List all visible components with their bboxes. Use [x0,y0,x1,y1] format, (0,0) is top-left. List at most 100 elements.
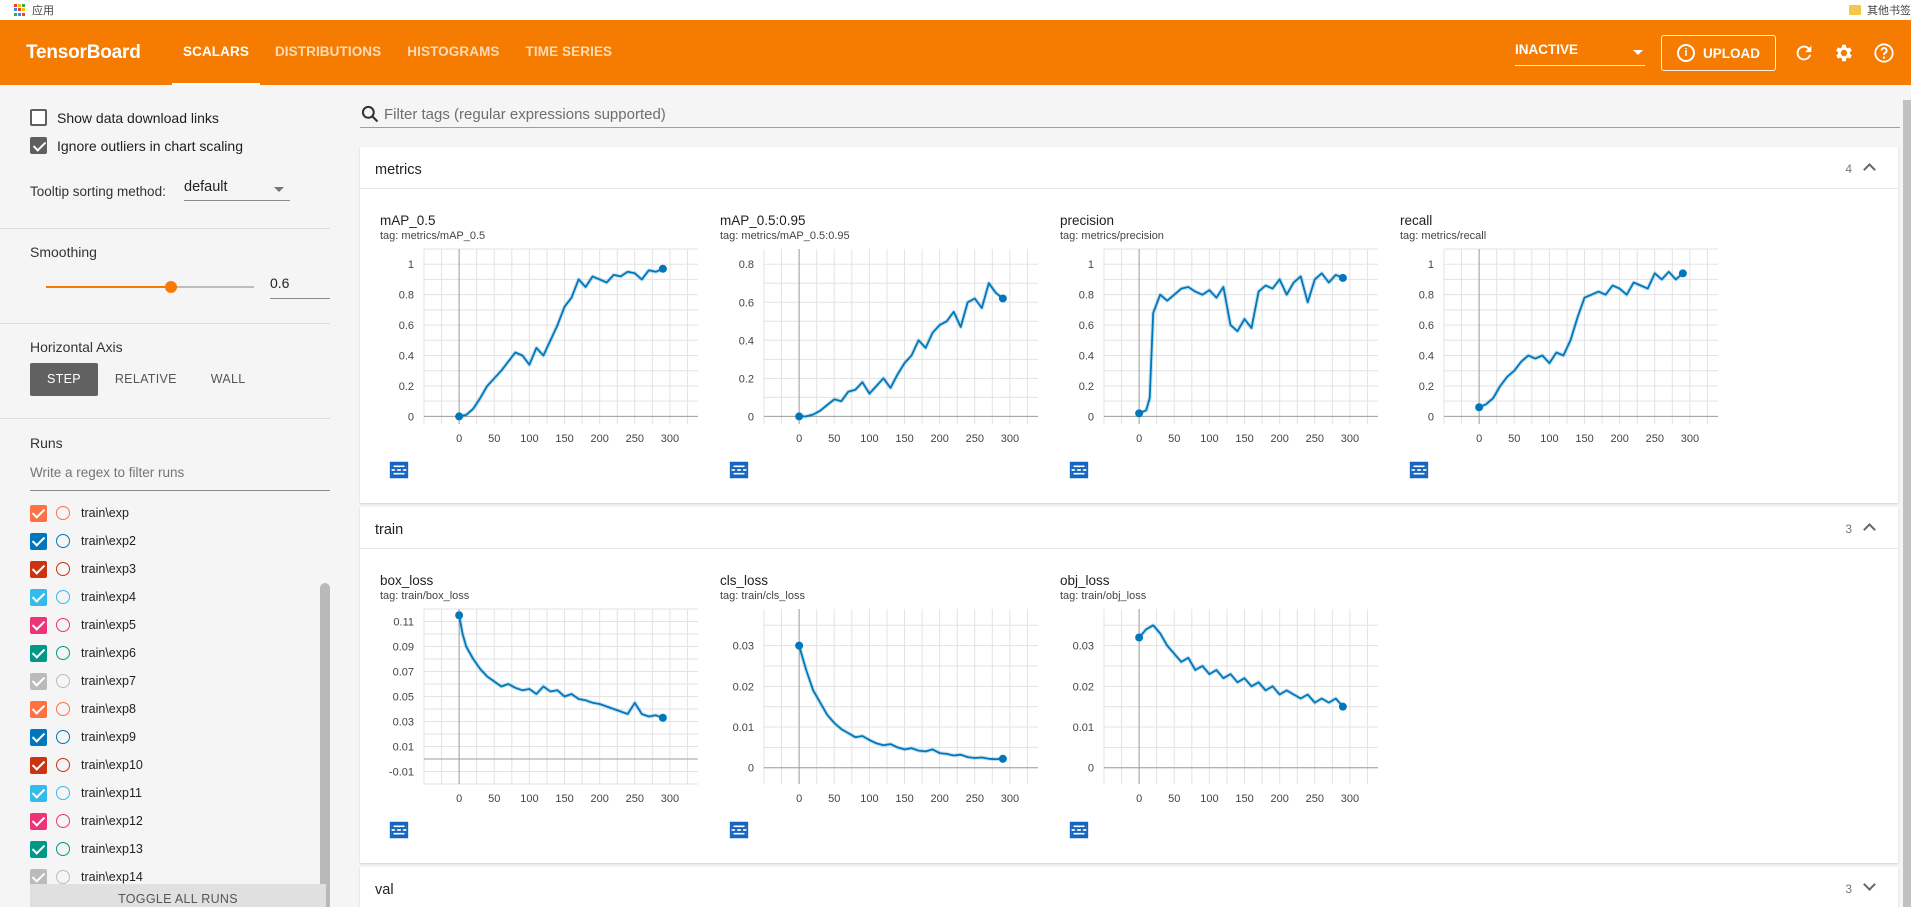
run-item[interactable]: train\exp14 [30,863,320,891]
chart-title: recall [1400,213,1433,228]
axis-relative-button[interactable]: RELATIVE [114,372,177,386]
y-tick-label: 0.2 [1079,381,1094,393]
run-color-circle[interactable] [56,674,70,688]
smoothing-input[interactable]: 0.6 [270,275,330,299]
run-color-circle[interactable] [56,618,70,632]
axis-step-button[interactable]: STEP [30,363,98,396]
run-checkbox[interactable] [30,504,47,522]
run-item[interactable]: train\exp10 [30,751,320,779]
x-tick-label: 200 [930,433,948,445]
fit-domain-icon[interactable] [1068,819,1090,841]
run-checkbox[interactable] [30,812,47,830]
ignore-outliers-checkbox[interactable] [30,137,47,154]
tab-time-series[interactable]: TIME SERIES [525,44,613,59]
section-header[interactable]: metrics 4 [360,147,1898,189]
upload-button[interactable]: i UPLOAD [1661,35,1776,71]
chart-card: obj_loss tag: train/obj_loss 0 50 100 150 200 2… [1040,559,1380,849]
log-scale-icon[interactable] [388,459,410,481]
main-scrollbar[interactable] [1903,100,1911,907]
other-bookmarks[interactable]: 其他书签 [1849,2,1911,18]
run-checkbox[interactable] [30,616,47,634]
run-color-circle[interactable] [56,870,70,884]
y-tick-label: 0.6 [399,320,414,332]
run-color-circle[interactable] [56,786,70,800]
tooltip-sorting-select[interactable]: default [184,179,290,201]
y-tick-label: 0 [1428,411,1434,423]
y-tick-label: 0.02 [733,681,754,693]
log-scale-icon[interactable] [388,819,410,841]
run-checkbox[interactable] [30,532,47,550]
run-item[interactable]: train\exp12 [30,807,320,835]
run-item[interactable]: train\exp8 [30,695,320,723]
run-checkbox[interactable] [30,644,47,662]
help-icon[interactable] [1873,42,1895,64]
run-color-circle[interactable] [56,646,70,660]
run-color-circle[interactable] [56,842,70,856]
apps-bookmark[interactable]: 应用 [14,2,54,18]
run-item[interactable]: train\exp2 [30,527,320,555]
run-checkbox[interactable] [30,840,47,858]
run-item[interactable]: train\exp5 [30,611,320,639]
run-item[interactable]: train\exp6 [30,639,320,667]
show-download-checkbox[interactable] [30,109,47,126]
chart-tag: tag: train/cls_loss [720,590,805,602]
fit-domain-icon[interactable] [388,459,410,481]
fit-domain-icon[interactable] [1068,459,1090,481]
refresh-icon[interactable] [1793,42,1815,64]
run-checkbox[interactable] [30,588,47,606]
run-item[interactable]: train\exp7 [30,667,320,695]
run-color-circle[interactable] [56,506,70,520]
axis-wall-button[interactable]: WALL [210,372,246,386]
section-header[interactable]: val 3 [360,867,1898,907]
log-scale-icon[interactable] [1068,819,1090,841]
horizontal-axis-label: Horizontal Axis [30,339,123,355]
tab-distributions[interactable]: DISTRIBUTIONS [274,44,382,59]
tab-histograms[interactable]: HISTOGRAMS [407,44,500,59]
run-color-circle[interactable] [56,702,70,716]
run-item[interactable]: train\exp9 [30,723,320,751]
run-checkbox[interactable] [30,728,47,746]
run-color-circle[interactable] [56,562,70,576]
fit-domain-icon[interactable] [388,819,410,841]
run-item[interactable]: train\exp [30,499,320,527]
x-tick-label: 50 [828,793,840,805]
series-end-point [998,754,1007,763]
log-scale-icon[interactable] [1408,459,1430,481]
run-checkbox[interactable] [30,672,47,690]
chart-title: cls_loss [720,573,769,588]
log-scale-icon[interactable] [728,459,750,481]
tag-filter-input[interactable]: Filter tags (regular expressions support… [360,100,1900,128]
run-item[interactable]: train\exp13 [30,835,320,863]
tab-scalars[interactable]: SCALARS [170,20,262,85]
run-color-circle[interactable] [56,534,70,548]
smoothing-slider-fill [46,286,171,288]
runs-filter-input[interactable]: Write a regex to filter runs [30,465,330,491]
fit-domain-icon[interactable] [1408,459,1430,481]
runs-scrollbar[interactable] [320,583,330,907]
gear-icon[interactable] [1833,42,1855,64]
run-color-circle[interactable] [56,590,70,604]
run-checkbox[interactable] [30,700,47,718]
toggle-all-runs-button[interactable]: TOGGLE ALL RUNS [30,884,326,907]
run-color-circle[interactable] [56,730,70,744]
inactive-plugins-select[interactable]: INACTIVE [1515,42,1645,66]
show-download-links-option[interactable]: Show data download links [30,109,219,126]
run-item[interactable]: train\exp11 [30,779,320,807]
log-scale-icon[interactable] [728,819,750,841]
fit-domain-icon[interactable] [728,819,750,841]
run-item[interactable]: train\exp3 [30,555,320,583]
run-checkbox[interactable] [30,756,47,774]
run-checkbox[interactable] [30,784,47,802]
run-checkbox[interactable] [30,868,47,886]
log-scale-icon[interactable] [1068,459,1090,481]
chart-tag: tag: metrics/recall [1400,230,1487,242]
section-header[interactable]: train 3 [360,507,1898,549]
fit-domain-icon[interactable] [728,459,750,481]
run-color-circle[interactable] [56,758,70,772]
run-color-circle[interactable] [56,814,70,828]
run-item[interactable]: train\exp4 [30,583,320,611]
smoothing-slider[interactable] [46,281,254,293]
smoothing-slider-thumb[interactable] [164,281,177,293]
ignore-outliers-option[interactable]: Ignore outliers in chart scaling [30,137,243,154]
run-checkbox[interactable] [30,560,47,578]
